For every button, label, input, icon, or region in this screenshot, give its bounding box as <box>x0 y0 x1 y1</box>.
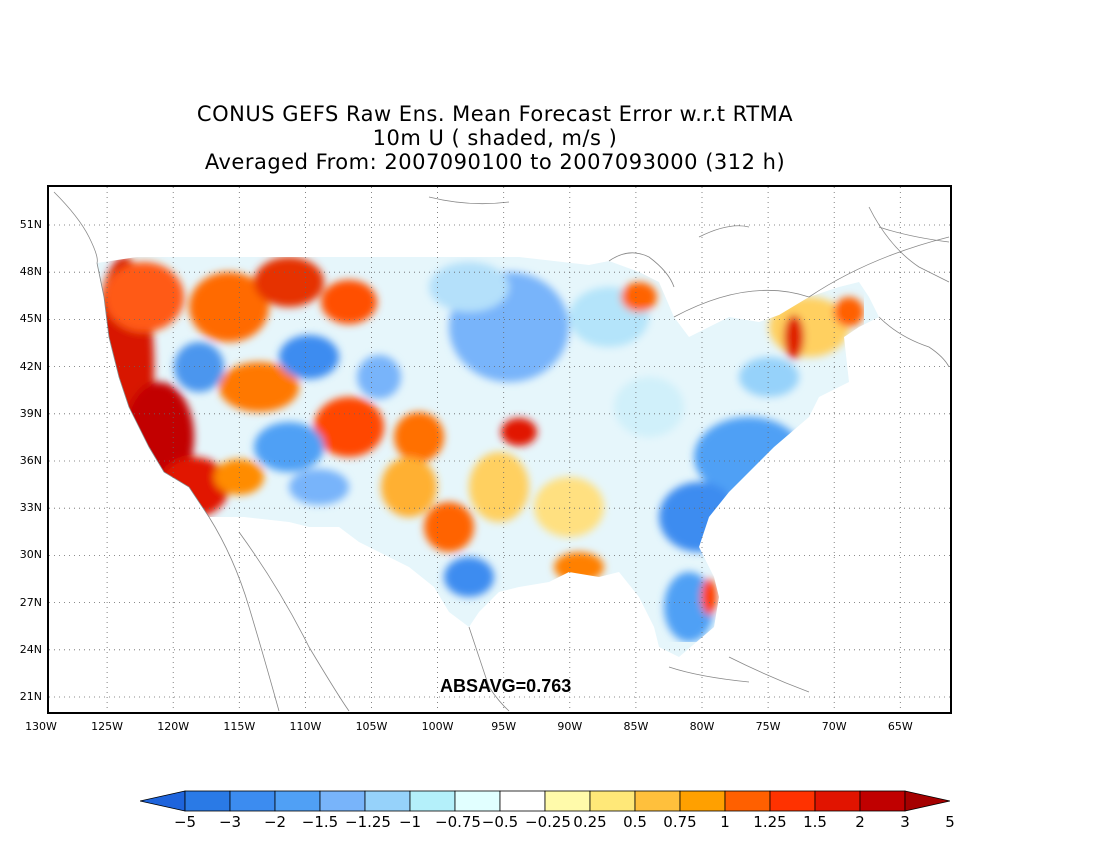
lat-tick-label: 42N <box>19 359 42 373</box>
title-line-1: CONUS GEFS Raw Ens. Mean Forecast Error … <box>196 102 794 126</box>
lon-tick-label: 125W <box>91 720 124 733</box>
lon-tick-label: 95W <box>491 720 517 733</box>
map-canvas <box>49 187 950 712</box>
lon-tick-label: 115W <box>223 720 256 733</box>
colorbar-swatch <box>499 790 546 812</box>
lat-tick-label: 48N <box>19 265 42 279</box>
colorbar-swatch <box>544 790 591 812</box>
colorbar-swatch <box>454 790 501 812</box>
lon-tick-label: 85W <box>623 720 649 733</box>
colorbar-min-arrow <box>140 790 186 812</box>
lon-tick-label: 70W <box>821 720 847 733</box>
colorbar-swatch <box>814 790 861 812</box>
colorbar-swatch <box>769 790 816 812</box>
colorbar-swatch <box>859 790 906 812</box>
title-line-3: Averaged From: 2007090100 to 2007093000 … <box>204 150 786 174</box>
colorbar-swatch <box>319 790 366 812</box>
colorbar-tick-label: 2 <box>855 813 865 831</box>
colorbar-swatch <box>634 790 681 812</box>
colorbar-tick-label: −3 <box>218 813 242 831</box>
colorbar-swatch <box>409 790 456 812</box>
lat-tick-label: 36N <box>19 454 42 467</box>
lon-tick-label: 130W <box>25 720 57 733</box>
lon-tick-label: 120W <box>157 720 190 733</box>
colorbar-max-arrow <box>904 790 950 812</box>
lat-lon-grid <box>49 187 950 712</box>
lon-tick-label: 75W <box>755 720 781 733</box>
colorbar-swatch <box>589 790 636 812</box>
colorbar-tick-label: −5 <box>173 813 197 831</box>
colorbar-swatch <box>364 790 411 812</box>
lon-tick-label: 110W <box>289 720 322 733</box>
colorbar-swatch <box>229 790 276 812</box>
colorbar-swatch <box>184 790 231 812</box>
colorbar <box>140 790 950 812</box>
lon-tick-label: 105W <box>355 720 388 733</box>
lat-tick-label: 33N <box>19 501 42 515</box>
colorbar-tick-label: 0.5 <box>623 813 647 831</box>
lat-tick-label: 39N <box>19 406 42 420</box>
lon-tick-label: 80W <box>689 720 715 733</box>
lat-tick-label: 30N <box>19 548 42 562</box>
lat-tick-label: 24N <box>19 642 42 656</box>
colorbar-swatch <box>274 790 321 812</box>
lon-tick-label: 65W <box>887 720 913 733</box>
colorbar-tick-label: 1.5 <box>803 813 827 831</box>
colorbar-tick-label: 5 <box>945 813 955 831</box>
colorbar-tick-label: −0.5 <box>481 813 519 831</box>
lat-tick-label: 21N <box>19 690 42 703</box>
colorbar-swatch <box>724 790 771 812</box>
map-title: CONUS GEFS Raw Ens. Mean Forecast Error … <box>150 102 840 174</box>
lon-tick-label: 90W <box>557 720 583 733</box>
colorbar-tick-label: 1.25 <box>753 813 787 831</box>
lat-tick-label: 51N <box>19 218 42 231</box>
lon-tick-label: 100W <box>421 720 454 733</box>
colorbar-tick-label: −1.25 <box>345 813 391 831</box>
colorbar-tick-label: −0.25 <box>525 813 571 831</box>
shaded-error-field <box>97 257 879 657</box>
colorbar-tick-label: 1 <box>720 813 730 831</box>
absavg-label: ABSAVG=0.763 <box>440 676 572 696</box>
colorbar-tick-label: 0.75 <box>663 813 697 831</box>
colorbar-tick-label: −0.75 <box>435 813 481 831</box>
colorbar-tick-label: 3 <box>900 813 910 831</box>
colorbar-tick-label: 0.25 <box>573 813 607 831</box>
colorbar-tick-label: −1.5 <box>301 813 339 831</box>
colorbar-tick-label: −1 <box>398 813 422 831</box>
colorbar-swatch <box>679 790 726 812</box>
lat-tick-label: 45N <box>19 312 42 326</box>
colorbar-tick-label: −2 <box>263 813 287 831</box>
map-panel <box>47 185 952 714</box>
lat-tick-label: 27N <box>19 595 42 609</box>
title-line-2: 10m U ( shaded, m/s ) <box>372 126 618 150</box>
